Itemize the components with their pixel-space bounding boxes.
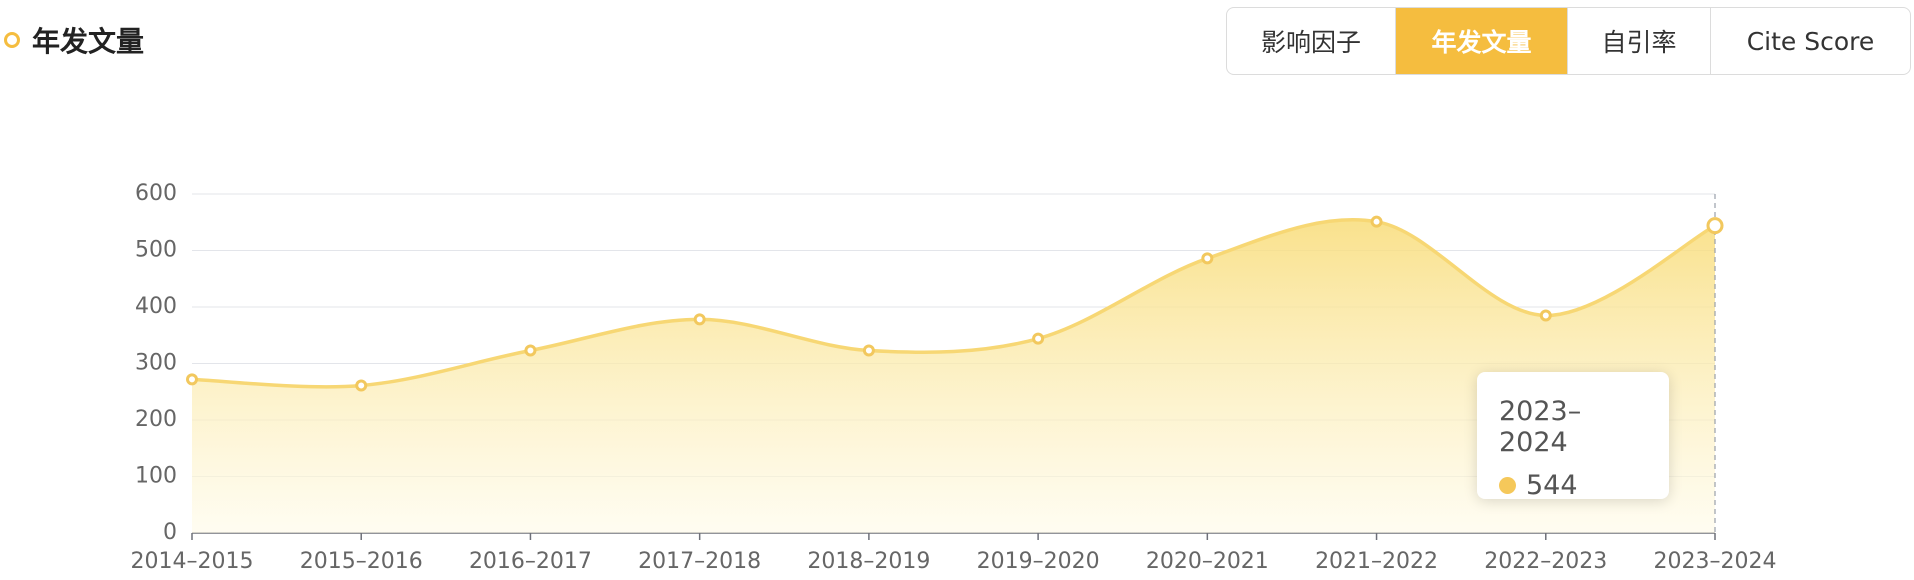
x-tick-label: 2017–2018 [638,549,761,574]
y-tick-label: 400 [135,294,177,319]
x-tick-label: 2014–2015 [131,549,254,574]
x-tick-label: 2018–2019 [807,549,930,574]
area-fill [192,219,1715,534]
y-tick-label: 500 [135,238,177,263]
x-tick-label: 2023–2024 [1654,549,1777,574]
x-tick-label: 2022–2023 [1484,549,1607,574]
point [1370,215,1383,228]
point [524,344,537,357]
x-tick-label: 2021–2022 [1315,549,1438,574]
line [191,217,1716,389]
point [693,313,706,326]
point [862,344,875,357]
x-tick-label: 2016–2017 [469,549,592,574]
tooltip-value: 544 [1526,470,1578,501]
y-tick-label: 200 [135,407,177,432]
point [1539,309,1552,322]
tooltip-dot [1499,477,1516,494]
title-dot [4,32,20,48]
point [355,379,368,392]
tooltip-category: 2023–2024 [1499,396,1582,458]
y-tick-label: 100 [135,464,177,489]
point [1032,332,1045,345]
y-tick-label: 0 [163,520,177,545]
x-tick-label: 2019–2020 [977,549,1100,574]
tab[interactable]: 自引率 [1567,8,1710,74]
y-tick-label: 300 [135,351,177,376]
tab[interactable]: Cite Score [1710,8,1910,74]
point [186,373,198,386]
tab[interactable]: 影响因子 [1260,28,1361,57]
point [1706,217,1724,235]
y-tick-label: 600 [135,181,177,206]
tooltip: 2023–2024 544 [1477,372,1669,501]
title-text: 年发文量 [32,25,145,58]
tab-bar: 影响因子 年发文量 自引率 Cite Score [1226,7,1911,75]
point [1201,252,1214,265]
tab[interactable]: 年发文量 [1395,8,1567,74]
section-title: 年发文量 [4,20,144,60]
x-tick-label: 2020–2021 [1146,549,1269,574]
x-tick-label: 2015–2016 [300,549,423,574]
